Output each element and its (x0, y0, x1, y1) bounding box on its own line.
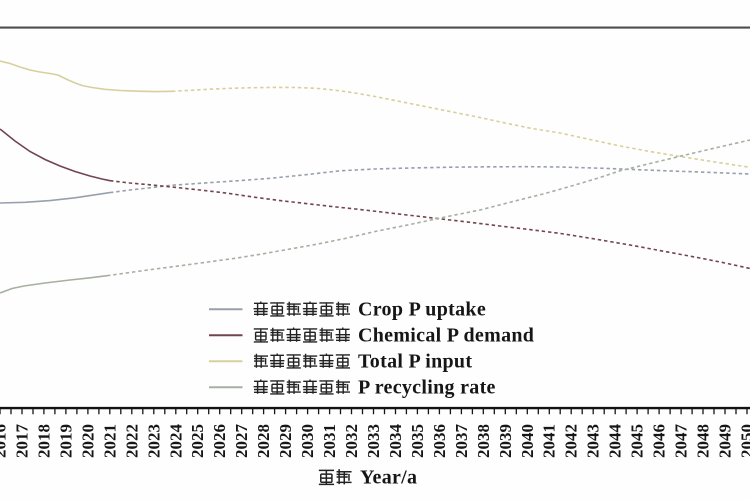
svg-text:2021: 2021 (100, 424, 119, 458)
svg-text:P recycling rate: P recycling rate (358, 376, 496, 398)
svg-text:Crop P uptake: Crop P uptake (358, 298, 486, 320)
svg-text:2025: 2025 (188, 424, 207, 458)
svg-text:2038: 2038 (474, 424, 493, 458)
svg-text:Total P input: Total P input (358, 350, 472, 372)
svg-text:2043: 2043 (584, 424, 603, 458)
svg-text:2045: 2045 (628, 424, 647, 458)
svg-text:2035: 2035 (408, 424, 427, 458)
svg-text:2023: 2023 (144, 424, 163, 458)
svg-text:2018: 2018 (34, 424, 53, 458)
svg-text:2019: 2019 (56, 424, 75, 458)
svg-text:2028: 2028 (254, 424, 273, 458)
svg-text:2031: 2031 (320, 424, 339, 458)
svg-text:2029: 2029 (276, 424, 295, 458)
svg-text:2024: 2024 (166, 424, 185, 459)
svg-text:2032: 2032 (342, 424, 361, 458)
svg-text:2039: 2039 (496, 424, 515, 458)
svg-text:2016: 2016 (0, 424, 10, 458)
svg-text:2047: 2047 (672, 424, 691, 459)
svg-text:2046: 2046 (650, 424, 669, 458)
svg-text:2036: 2036 (430, 424, 449, 458)
svg-text:2042: 2042 (562, 424, 581, 458)
svg-text:2026: 2026 (210, 424, 229, 458)
svg-text:2044: 2044 (606, 424, 625, 459)
svg-text:2033: 2033 (364, 424, 383, 458)
svg-text:2017: 2017 (13, 424, 32, 459)
svg-text:2049: 2049 (716, 424, 735, 458)
svg-text:2034: 2034 (386, 424, 405, 459)
svg-text:Chemical P demand: Chemical P demand (358, 324, 534, 346)
svg-text:2040: 2040 (518, 424, 537, 458)
svg-text:2020: 2020 (78, 424, 97, 458)
svg-text:Year/a: Year/a (360, 467, 417, 489)
svg-text:2048: 2048 (694, 424, 713, 458)
svg-text:2050: 2050 (738, 424, 750, 458)
svg-text:2041: 2041 (540, 424, 559, 458)
svg-text:2037: 2037 (452, 424, 471, 459)
svg-text:2027: 2027 (232, 424, 251, 459)
svg-text:2030: 2030 (298, 424, 317, 458)
svg-text:2022: 2022 (122, 424, 141, 458)
